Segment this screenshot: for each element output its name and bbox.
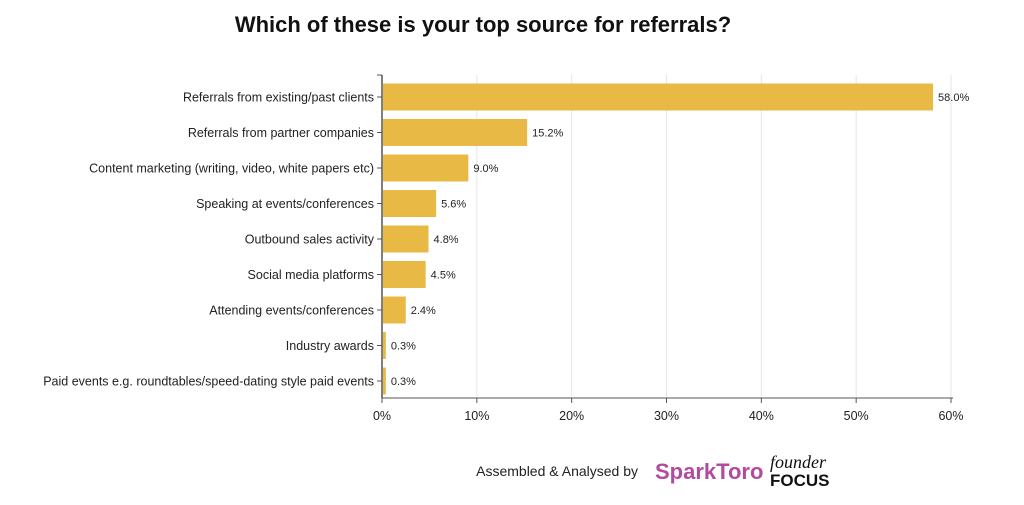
value-label: 58.0% <box>938 92 969 104</box>
x-tick-label: 0% <box>373 409 391 423</box>
founder-focus-logo: founder FOCUS <box>770 452 830 490</box>
x-tick-label: 60% <box>938 409 963 423</box>
category-label: Industry awards <box>286 339 374 353</box>
value-label: 4.8% <box>434 234 459 246</box>
bar <box>383 190 437 217</box>
value-label: 9.0% <box>473 163 498 175</box>
category-label: Speaking at events/conferences <box>196 197 374 211</box>
value-label: 0.3% <box>391 341 416 353</box>
bar <box>383 154 469 182</box>
value-label: 5.6% <box>441 199 466 211</box>
bar <box>383 367 386 395</box>
bar <box>383 119 528 146</box>
category-label: Paid events e.g. roundtables/speed-datin… <box>43 375 374 389</box>
bar <box>383 261 426 288</box>
category-label: Referrals from existing/past clients <box>183 91 374 105</box>
x-tick-label: 20% <box>559 409 584 423</box>
x-tick-label: 50% <box>844 409 869 423</box>
svg-text:FOCUS: FOCUS <box>770 471 830 490</box>
category-label: Referrals from partner companies <box>188 126 374 140</box>
x-tick-label: 40% <box>749 409 774 423</box>
svg-text:founder: founder <box>770 452 827 472</box>
svg-text:SparkToro: SparkToro <box>655 459 763 484</box>
bar <box>383 332 386 359</box>
category-label: Social media platforms <box>248 268 374 282</box>
bar <box>383 225 429 253</box>
chart-title: Which of these is your top source for re… <box>235 12 731 37</box>
category-label: Attending events/conferences <box>209 304 374 318</box>
value-label: 4.5% <box>431 270 456 282</box>
x-tick-label: 30% <box>654 409 679 423</box>
sparktoro-logo: SparkToro <box>655 459 763 484</box>
x-tick-label: 10% <box>464 409 489 423</box>
value-label: 2.4% <box>411 305 436 317</box>
bar <box>383 296 406 324</box>
value-label: 0.3% <box>391 376 416 388</box>
value-label: 15.2% <box>532 128 563 140</box>
credit-text: Assembled & Analysed by <box>476 463 638 479</box>
category-label: Content marketing (writing, video, white… <box>89 162 374 176</box>
bar <box>383 83 934 111</box>
category-label: Outbound sales activity <box>245 233 375 247</box>
